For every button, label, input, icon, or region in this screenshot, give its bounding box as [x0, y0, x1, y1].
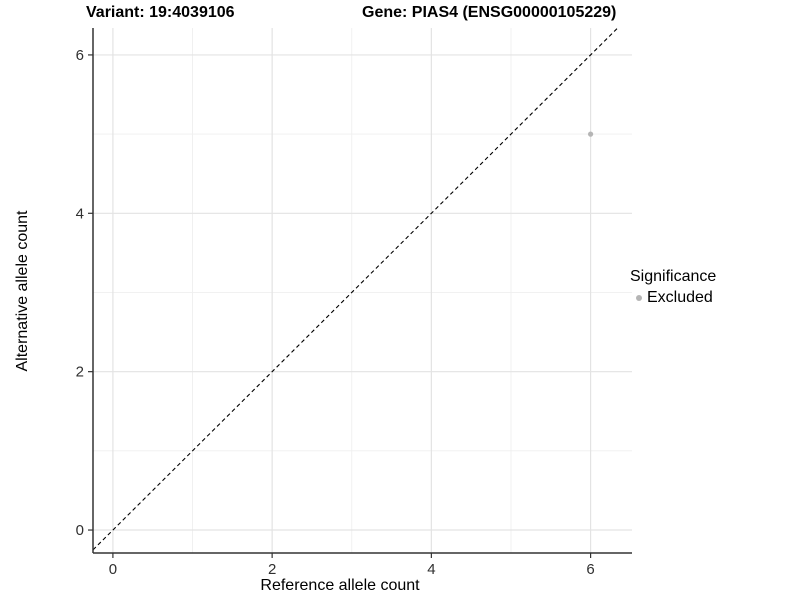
y-tick-label: 4: [76, 205, 84, 222]
identity-line: [92, 27, 619, 551]
plot-title-gene: Gene: PIAS4 (ENSG00000105229): [362, 4, 617, 21]
legend-title: Significance: [630, 268, 717, 285]
data-point: [587, 131, 594, 137]
plot-title-variant: Variant: 19:4039106: [86, 4, 235, 21]
x-tick-label: 6: [586, 561, 594, 578]
legend: Significance Excluded: [630, 268, 716, 307]
x-tick-label: 4: [427, 561, 435, 578]
y-tick-label: 2: [76, 364, 84, 381]
y-tick-label: 6: [76, 47, 84, 64]
excluded-point-icon: [636, 295, 642, 301]
x-tick-label: 2: [268, 561, 276, 578]
x-axis-label: Reference allele count: [260, 577, 420, 594]
legend-item-label: Excluded: [647, 289, 713, 306]
legend-item-excluded: Excluded: [630, 289, 716, 307]
y-tick-label: 0: [76, 522, 84, 539]
y-axis-label: Alternative allele count: [14, 210, 31, 372]
x-tick-label: 0: [109, 561, 117, 578]
